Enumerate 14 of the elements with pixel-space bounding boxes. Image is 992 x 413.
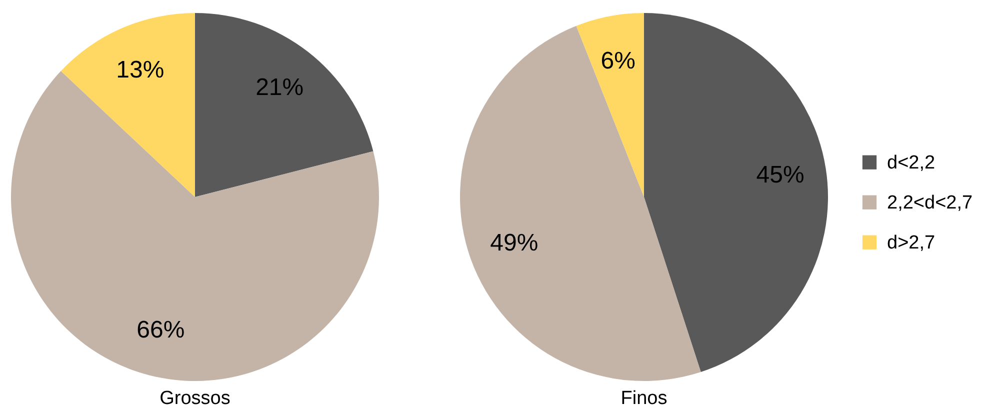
pie-slice	[576, 13, 644, 197]
text: Finos	[620, 388, 668, 409]
data-label: 21%	[256, 74, 304, 101]
legend-label: d<2,2	[887, 152, 936, 174]
data-label: 13%	[116, 56, 164, 84]
text: Grossos	[160, 388, 230, 409]
data-label: 45%	[756, 161, 804, 188]
pie-slice	[644, 13, 828, 372]
legend-label: 2,2<d<2,7	[887, 192, 973, 214]
data-label: 66%	[136, 316, 185, 344]
data-label: 49%	[490, 230, 538, 257]
legend-label: d>2,7	[887, 232, 936, 254]
data-label: 6%	[600, 47, 636, 74]
pie-slice	[460, 26, 701, 381]
